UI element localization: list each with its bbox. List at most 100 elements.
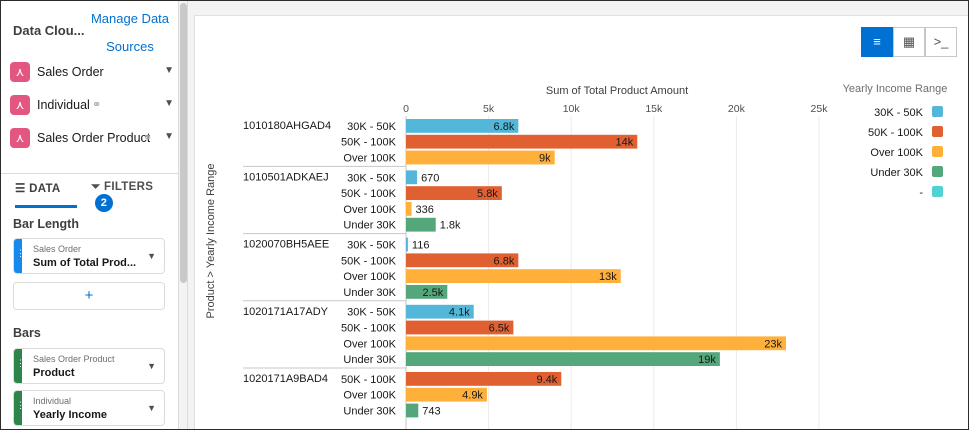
x-tick-label: 10k — [563, 103, 581, 115]
bars-field-pill-product[interactable]: ⋮ Sales Order Product Product ▼ — [13, 348, 165, 384]
category-label: Over 100K — [343, 153, 396, 165]
data-label: 670 — [421, 172, 439, 184]
chevron-down-icon[interactable]: ▼ — [164, 98, 174, 109]
bars-field-pill-yearly-income[interactable]: ⋮ Individual Yearly Income ▼ — [13, 390, 165, 426]
chevron-down-icon[interactable]: ▼ — [164, 131, 174, 142]
category-label: Under 30K — [343, 287, 396, 299]
x-tick-label: 5k — [483, 103, 495, 115]
data-label: 23k — [764, 338, 782, 350]
chevron-down-icon[interactable]: ▼ — [147, 251, 156, 261]
data-object-icon: ⋏ — [10, 62, 30, 82]
data-object-icon: ⋏ — [10, 95, 30, 115]
object-label: Individual — [37, 98, 90, 112]
bar-chart: Sum of Total Product Amount Product > Yea… — [205, 83, 947, 429]
field-color-bar — [14, 349, 22, 383]
data-label: 9k — [539, 153, 551, 165]
link-icon: ⚭ — [143, 132, 153, 144]
divider — [1, 173, 178, 174]
sidebar-scrollbar[interactable] — [179, 1, 188, 429]
field-color-bar — [14, 239, 22, 273]
data-label: 4.9k — [462, 390, 483, 402]
data-label: 2.5k — [423, 287, 444, 299]
field-object-label: Sales Order — [33, 244, 82, 254]
tab-data-label: DATA — [29, 183, 61, 195]
object-label: Sales Order Product — [37, 131, 151, 145]
data-label: 743 — [422, 406, 440, 418]
filter-icon: ⏷ — [91, 181, 104, 193]
bar-30k-50k — [406, 119, 519, 133]
bar-under-30k — [406, 285, 448, 299]
chevron-down-icon[interactable]: ▼ — [164, 65, 174, 76]
data-label: 116 — [412, 240, 430, 252]
category-label: Under 30K — [343, 220, 396, 232]
drag-handle-icon[interactable]: ⋮ — [16, 400, 25, 410]
manage-data-sources-link[interactable]: Manage Data Sources — [90, 11, 170, 54]
bar-30k-50k — [406, 170, 418, 185]
tab-filters[interactable]: ⏷ FILTERS 2 — [91, 181, 171, 212]
tab-filters-label: FILTERS — [104, 181, 154, 193]
chart-title: Sum of Total Product Amount — [546, 85, 688, 97]
bar-50k-100k — [406, 253, 519, 268]
bar-under-30k — [406, 352, 720, 366]
category-label: 30K - 50K — [347, 121, 397, 133]
bar-length-field-pill[interactable]: ⋮ Sales Order Sum of Total Prod... ▼ — [13, 238, 165, 274]
object-row-individual[interactable]: ⋏ Individual ⚭ ▼ — [1, 89, 178, 121]
product-label: 1010180AHGAD4 — [243, 120, 331, 132]
product-label: 1020070BH5AEE — [243, 239, 329, 251]
data-label: 6.8k — [494, 255, 515, 267]
active-tab-indicator — [15, 205, 77, 208]
bar-over-100k — [406, 269, 621, 283]
y-axis-label: Product > Yearly Income Range — [205, 163, 217, 318]
bar-over-100k — [406, 336, 786, 351]
data-cloud-title: Data Clou... — [13, 23, 85, 38]
list-icon: ☰ — [15, 183, 30, 195]
data-label: 13k — [599, 271, 617, 283]
data-label: 6.8k — [494, 121, 515, 133]
table-view-icon[interactable]: ▦ — [893, 27, 925, 57]
category-label: 50K - 100K — [341, 255, 397, 267]
category-label: Over 100K — [343, 338, 396, 350]
legend-label: 30K - 50K — [874, 107, 924, 119]
legend-swatch — [932, 186, 943, 197]
x-tick-label: 25k — [811, 103, 829, 115]
data-label: 14k — [616, 137, 634, 149]
tab-data[interactable]: ☰ DATA — [15, 181, 77, 208]
x-tick-label: 15k — [645, 103, 663, 115]
add-bar-length-button[interactable]: + — [13, 282, 165, 310]
chevron-down-icon[interactable]: ▼ — [147, 361, 156, 371]
x-tick-label: 20k — [728, 103, 746, 115]
data-object-icon: ⋏ — [10, 128, 30, 148]
bar-under-30k — [406, 217, 436, 232]
chevron-down-icon[interactable]: ▼ — [147, 403, 156, 413]
data-source-header: Data Clou... Manage Data Sources — [1, 1, 178, 57]
object-row-sales-order[interactable]: ⋏ Sales Order ▼ — [1, 56, 178, 88]
data-label: 1.8k — [440, 220, 461, 232]
data-label: 4.1k — [449, 307, 470, 319]
bar-over-100k — [406, 387, 487, 402]
x-tick-label: 0 — [403, 103, 409, 115]
query-view-icon[interactable]: >_ — [925, 27, 957, 57]
bar-50k-100k — [406, 134, 638, 149]
category-label: 50K - 100K — [341, 323, 397, 335]
category-label: 30K - 50K — [347, 240, 397, 252]
data-label: 6.5k — [489, 323, 510, 335]
product-label: 1010501ADKAEJ — [243, 171, 329, 183]
bar-30k-50k — [406, 237, 408, 252]
category-label: Under 30K — [343, 354, 396, 366]
field-object-label: Individual — [33, 396, 72, 406]
field-color-bar — [14, 391, 22, 425]
view-switcher: ≡ ▦ >_ — [861, 27, 959, 57]
drag-handle-icon[interactable]: ⋮ — [16, 358, 25, 368]
filters-count-badge: 2 — [95, 194, 113, 212]
object-row-sales-order-product[interactable]: ⋏ Sales Order Product ⚭ ▼ — [1, 122, 178, 154]
bar-over-100k — [406, 202, 412, 216]
scrollbar-thumb[interactable] — [180, 3, 187, 283]
category-label: 50K - 100K — [341, 374, 397, 386]
data-panel: Data Clou... Manage Data Sources ⋏ Sales… — [1, 1, 179, 429]
category-label: 50K - 100K — [341, 137, 397, 149]
bar-chart-view-icon[interactable]: ≡ — [861, 27, 893, 57]
drag-handle-icon[interactable]: ⋮ — [16, 248, 25, 258]
legend-swatch — [932, 146, 943, 157]
legend-swatch — [932, 166, 943, 177]
field-value-label: Product — [33, 367, 75, 379]
